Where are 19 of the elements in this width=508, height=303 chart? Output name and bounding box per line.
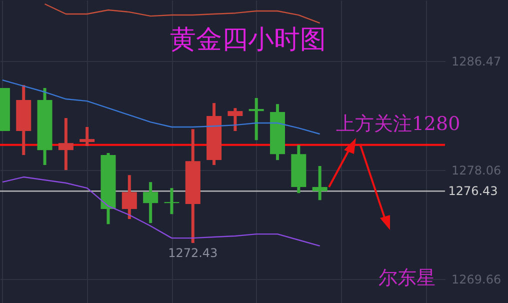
text: 黄金四小时图 [170,25,326,55]
text: 尔东星 [378,267,436,289]
line-series [44,3,320,24]
candlestick [122,175,137,220]
line-series [2,79,320,135]
candlestick [80,127,95,146]
y-tick-label: 1278.06 [452,164,502,178]
annotation: 1272.43 [168,246,218,260]
ref-line-label: 1276.43 [448,184,498,198]
line-series [2,176,320,247]
candlestick [248,98,264,140]
candlestick [58,118,74,170]
y-tick-label: 1286.47 [452,54,502,69]
y-tick-label: 1269.66 [452,272,502,286]
ref-line-label: 上方关注1280 [336,112,460,135]
candlestick [312,166,328,200]
candlestick [164,188,180,214]
candlestick [228,108,243,132]
candlestick [143,182,158,224]
